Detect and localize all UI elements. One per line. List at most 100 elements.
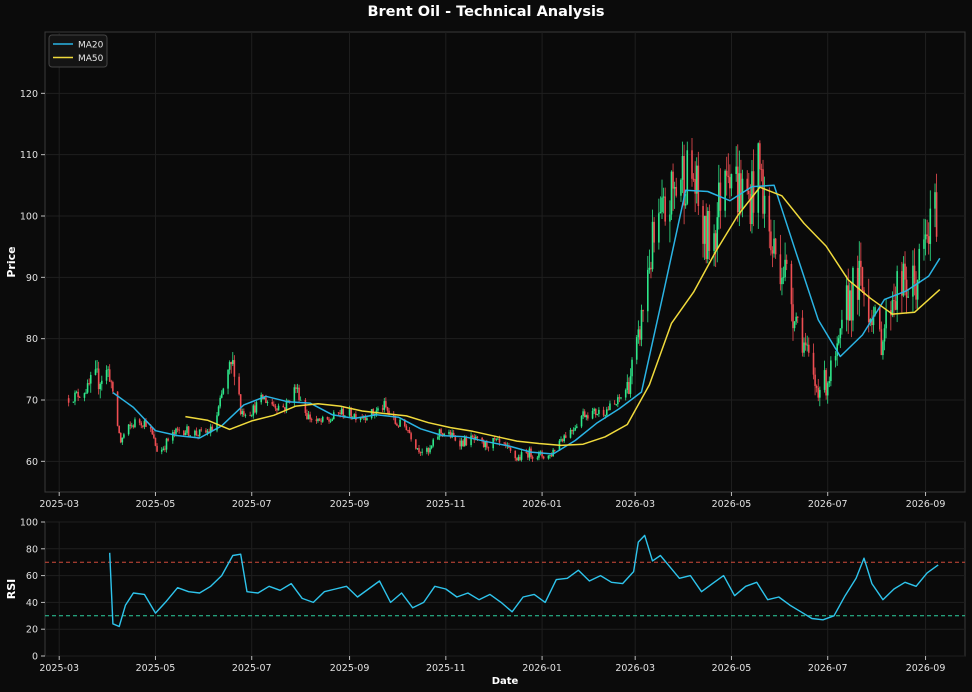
candle [227, 369, 229, 395]
candle [528, 446, 531, 461]
candle [773, 220, 775, 258]
candle [386, 406, 389, 414]
candle-body [72, 401, 75, 403]
candle-body [361, 417, 363, 419]
candle [659, 196, 662, 214]
candle [116, 391, 119, 427]
candle [713, 224, 715, 267]
price-xtick-label: 2025-07 [232, 499, 272, 510]
candle [563, 434, 565, 443]
candle-body [770, 231, 772, 251]
candle [814, 367, 816, 396]
price-xtick-label: 2025-05 [136, 499, 176, 510]
candle-body [571, 429, 573, 432]
candle-body [271, 402, 274, 405]
candle [861, 266, 864, 293]
candle [729, 164, 731, 199]
price-xtick-label: 2026-05 [712, 499, 752, 510]
candle-body [348, 409, 351, 416]
candle [576, 423, 578, 429]
candle-body [83, 393, 86, 398]
candle-body [716, 217, 719, 250]
candle-body [819, 389, 821, 398]
candle-body [542, 456, 545, 459]
candle [680, 178, 682, 202]
rsi-ytick-label: 60 [26, 571, 38, 582]
candle-body [385, 401, 387, 408]
candle [222, 387, 225, 395]
candle-body [482, 441, 485, 448]
candle-body [591, 410, 594, 419]
candle-body [684, 203, 687, 206]
candle [306, 409, 308, 420]
candle-body [383, 401, 386, 410]
candle-body [121, 437, 124, 443]
candle [119, 432, 122, 444]
candle-body [419, 452, 422, 453]
candle [495, 438, 498, 442]
candle-body [94, 369, 97, 375]
candle [735, 146, 737, 182]
candle-body [528, 448, 531, 458]
candle [392, 411, 395, 421]
candle-body [331, 419, 334, 421]
candle-body [273, 404, 275, 406]
candle [274, 403, 277, 412]
candle-body [304, 399, 307, 413]
candle [684, 194, 687, 209]
candle-body [849, 290, 851, 321]
candle-body [405, 426, 408, 431]
candle [96, 359, 98, 373]
candle [509, 446, 512, 453]
candle [107, 366, 109, 378]
candle-body [670, 171, 673, 215]
candle [828, 376, 831, 388]
candle-body [604, 415, 607, 417]
candle [662, 187, 665, 214]
candle-body [183, 430, 185, 436]
candle-body [287, 400, 289, 402]
candle [924, 219, 927, 256]
candle-body [550, 454, 553, 457]
candle-body [563, 435, 565, 442]
price-ytick-label: 80 [26, 334, 38, 345]
candle [706, 207, 709, 264]
candle-body [255, 402, 258, 413]
candle-body [803, 342, 805, 353]
candle [195, 427, 198, 437]
candle [913, 248, 916, 296]
price-ytick-label: 100 [20, 212, 38, 223]
candle-body [228, 362, 231, 370]
legend-label-ma50: MA50 [78, 54, 104, 64]
candle [605, 406, 608, 417]
candle [151, 427, 154, 435]
candle-body [826, 383, 829, 396]
candle-body [673, 187, 676, 189]
candle-body [878, 307, 881, 330]
candle-body [421, 451, 423, 453]
candle-body [598, 409, 600, 414]
candle-body [912, 265, 914, 297]
candlesticks [67, 137, 938, 462]
candle-body [837, 338, 840, 344]
candle [118, 425, 120, 434]
candle-body [432, 439, 434, 446]
candle-body [86, 383, 89, 393]
candle-body [105, 370, 108, 381]
candle [74, 390, 76, 406]
candle-body [757, 143, 760, 213]
candle [582, 408, 584, 420]
candle-body [552, 449, 554, 457]
candle-body [250, 415, 253, 417]
candle [658, 198, 660, 250]
candle [629, 368, 632, 398]
candle-body [901, 271, 903, 296]
candle-body [650, 267, 652, 270]
candle-body [222, 388, 225, 394]
candle [396, 422, 398, 426]
candle-body [487, 447, 490, 449]
candle-body [317, 418, 319, 422]
candle [593, 407, 595, 415]
candle [209, 423, 212, 437]
candle [934, 183, 936, 228]
